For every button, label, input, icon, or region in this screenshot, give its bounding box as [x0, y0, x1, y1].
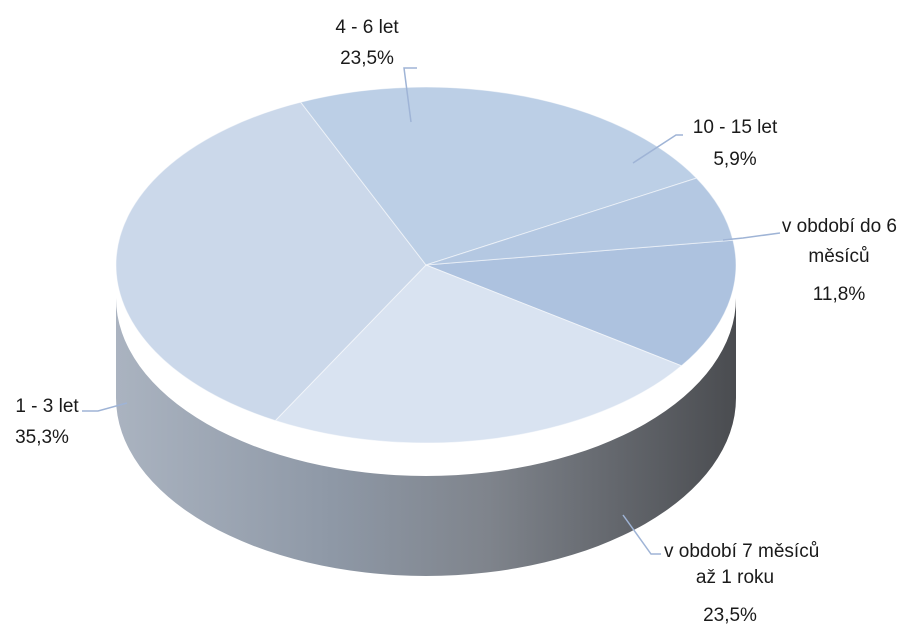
pie-slice-1: [425, 239, 737, 367]
leader-line-4: [403, 67, 417, 123]
pie-slice-5: [425, 177, 734, 266]
slice-label-4-line-1: 4 - 6 let: [335, 17, 399, 38]
leader-line-2: [622, 514, 661, 555]
pie-slice-4: [299, 86, 698, 266]
slice-label-1-line-1: v období do 6: [782, 216, 897, 237]
leader-line-5: [632, 134, 683, 164]
slice-value-3: 35,3%: [15, 427, 69, 448]
slice-label-2-line-2: až 1 roku: [696, 567, 774, 588]
pie-slice-2: [274, 264, 683, 444]
slice-label-2-line-1: v období 7 měsíců: [664, 541, 819, 562]
slice-value-4: 23,5%: [340, 48, 394, 69]
slice-label-5-line-1: 10 - 15 let: [693, 117, 778, 138]
leader-line-1: [722, 232, 781, 241]
slice-value-2: 23,5%: [703, 605, 757, 626]
slice-label-1-line-2: měsíců: [808, 246, 869, 267]
pie-slice-3: [115, 101, 427, 422]
slice-value-5: 5,9%: [713, 149, 756, 170]
leader-line-3: [82, 402, 128, 412]
pie-side-wall: [116, 298, 736, 576]
slice-label-3-line-1: 1 - 3 let: [15, 396, 79, 417]
slice-value-1: 11,8%: [813, 284, 866, 305]
